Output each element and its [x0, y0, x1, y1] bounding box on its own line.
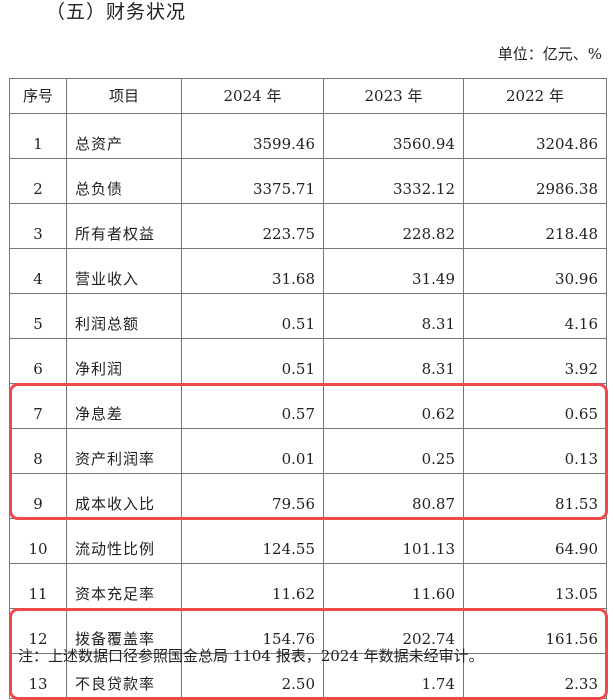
column-header: 项目	[66, 78, 182, 114]
value-cell: 3204.86	[463, 113, 607, 159]
value-cell: 8.31	[323, 338, 464, 384]
row-number: 6	[9, 338, 67, 384]
value-cell: 3599.46	[181, 113, 324, 159]
row-number: 3	[9, 203, 67, 249]
item-name: 资产利润率	[66, 428, 182, 474]
item-name: 净利润	[66, 338, 182, 384]
value-cell: 4.16	[463, 293, 607, 339]
row-number: 11	[9, 563, 67, 609]
value-cell: 81.53	[463, 473, 607, 519]
value-cell: 223.75	[181, 203, 324, 249]
table-row: 12 拨备覆盖率 154.76 202.74 161.56	[9, 608, 607, 654]
row-number: 8	[9, 428, 67, 474]
table-row: 9 成本收入比 79.56 80.87 81.53	[9, 473, 607, 519]
value-cell: 0.01	[181, 428, 324, 474]
item-name: 净息差	[66, 383, 182, 429]
value-cell: 3560.94	[323, 113, 464, 159]
item-name: 营业收入	[66, 248, 182, 294]
table-row: 5 利润总额 0.51 8.31 4.16	[9, 293, 607, 339]
value-cell: 3332.12	[323, 158, 464, 204]
row-number: 4	[9, 248, 67, 294]
value-cell: 0.62	[323, 383, 464, 429]
value-cell: 228.82	[323, 203, 464, 249]
value-cell: 0.51	[181, 293, 324, 339]
section-title: （五）财务状况	[46, 1, 187, 23]
document-page: （五）财务状况 单位：亿元、% 序号 项目 2024 年 2023 年 2022 年 1…	[8, 1, 608, 700]
value-cell: 2.33	[463, 653, 607, 699]
table-header-row: 序号 项目 2024 年 2023 年 2022 年	[9, 78, 607, 114]
table-row: 4 营业收入 31.68 31.49 30.96	[9, 248, 607, 294]
row-number: 9	[9, 473, 67, 519]
value-cell: 80.87	[323, 473, 464, 519]
financial-table: 序号 项目 2024 年 2023 年 2022 年 1 总资产 3599.46 3560.9…	[9, 78, 607, 699]
value-cell: 0.13	[463, 428, 607, 474]
value-cell: 79.56	[181, 473, 324, 519]
value-cell: 161.56	[463, 608, 607, 654]
table-row: 6 净利润 0.51 8.31 3.92	[9, 338, 607, 384]
item-name: 利润总额	[66, 293, 182, 339]
value-cell: 2986.38	[463, 158, 607, 204]
item-name: 流动性比例	[66, 518, 182, 564]
item-name: 总资产	[66, 113, 182, 159]
table-row: 7 净息差 0.57 0.62 0.65	[9, 383, 607, 429]
value-cell: 0.65	[463, 383, 607, 429]
item-name: 所有者权益	[66, 203, 182, 249]
row-number: 1	[9, 113, 67, 159]
table-row: 11 资本充足率 11.62 11.60 13.05	[9, 563, 607, 609]
value-cell: 31.49	[323, 248, 464, 294]
value-cell: 8.31	[323, 293, 464, 339]
value-cell: 124.55	[181, 518, 324, 564]
value-cell: 0.51	[181, 338, 324, 384]
value-cell: 0.25	[323, 428, 464, 474]
column-header: 2022 年	[463, 78, 607, 114]
table-row: 3 所有者权益 223.75 228.82 218.48	[9, 203, 607, 249]
item-name: 拨备覆盖率	[66, 608, 182, 654]
footnote: 注：上述数据口径参照国金总局 1104 报表，2024 年数据未经审计。	[18, 647, 484, 665]
value-cell: 30.96	[463, 248, 607, 294]
value-cell: 218.48	[463, 203, 607, 249]
value-cell: 64.90	[463, 518, 607, 564]
value-cell: 0.57	[181, 383, 324, 429]
value-cell: 11.60	[323, 563, 464, 609]
table-row: 1 总资产 3599.46 3560.94 3204.86	[9, 113, 607, 159]
row-number: 5	[9, 293, 67, 339]
row-number: 12	[9, 608, 67, 654]
row-number: 7	[9, 383, 67, 429]
value-cell: 11.62	[181, 563, 324, 609]
column-header: 2024 年	[181, 78, 324, 114]
table-row: 2 总负债 3375.71 3332.12 2986.38	[9, 158, 607, 204]
column-header: 序号	[9, 78, 67, 114]
item-name: 成本收入比	[66, 473, 182, 519]
column-header: 2023 年	[323, 78, 464, 114]
table-row: 10 流动性比例 124.55 101.13 64.90	[9, 518, 607, 564]
unit-label: 单位：亿元、%	[497, 45, 602, 63]
value-cell: 3.92	[463, 338, 607, 384]
value-cell: 13.05	[463, 563, 607, 609]
value-cell: 3375.71	[181, 158, 324, 204]
value-cell: 101.13	[323, 518, 464, 564]
value-cell: 31.68	[181, 248, 324, 294]
row-number: 10	[9, 518, 67, 564]
item-name: 资本充足率	[66, 563, 182, 609]
row-number: 2	[9, 158, 67, 204]
item-name: 总负债	[66, 158, 182, 204]
table-row: 8 资产利润率 0.01 0.25 0.13	[9, 428, 607, 474]
